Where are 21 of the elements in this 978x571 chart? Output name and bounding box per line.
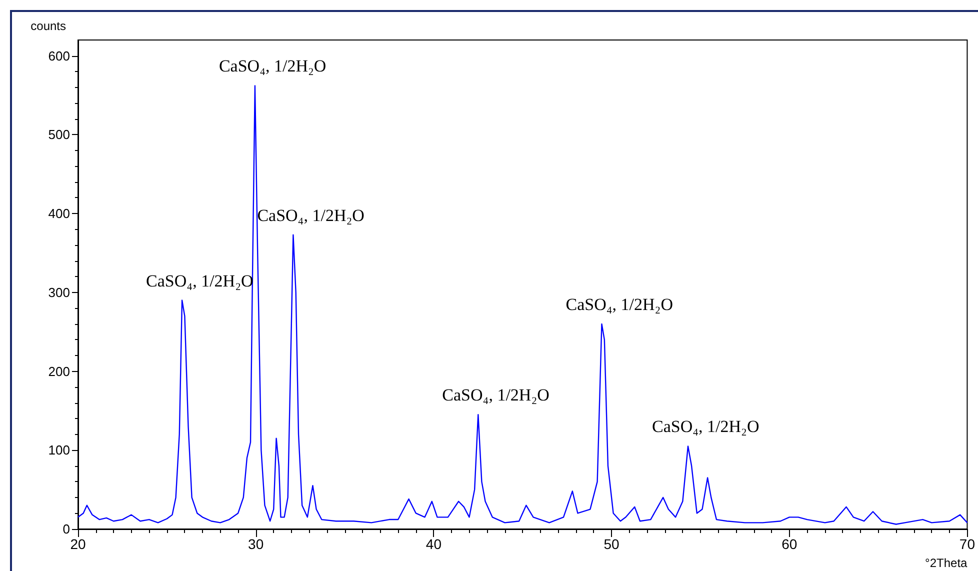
annotation: CaSO₄, 1/2H₂O xyxy=(218,56,326,76)
annotation: CaSO₄, 1/2H₂O xyxy=(566,294,673,314)
y-tick-label: 200 xyxy=(48,364,70,379)
y-tick-label: 500 xyxy=(48,127,70,142)
y-tick-label: 400 xyxy=(48,206,70,222)
y-tick-label: 300 xyxy=(48,284,70,300)
x-tick-label: 70 xyxy=(959,536,976,552)
x-tick-label: 50 xyxy=(604,536,620,552)
annotation: CaSO₄, 1/2H₂O xyxy=(652,417,760,436)
annotation: CaSO₄, 1/2H₂O xyxy=(257,206,364,225)
line-series xyxy=(77,85,968,525)
y-tick-label: 100 xyxy=(48,442,70,458)
x-axis-title: °2Theta xyxy=(925,556,968,570)
annotation: CaSO₄, 1/2H₂O xyxy=(442,386,550,405)
x-tick-label: 30 xyxy=(248,536,264,552)
y-tick-label: 600 xyxy=(48,48,70,64)
x-tick-label: 40 xyxy=(426,536,442,552)
y-axis-title: counts xyxy=(30,19,66,33)
x-tick-label: 60 xyxy=(782,536,798,552)
x-tick-label: 20 xyxy=(70,536,86,552)
y-tick-label: 0 xyxy=(62,522,70,536)
